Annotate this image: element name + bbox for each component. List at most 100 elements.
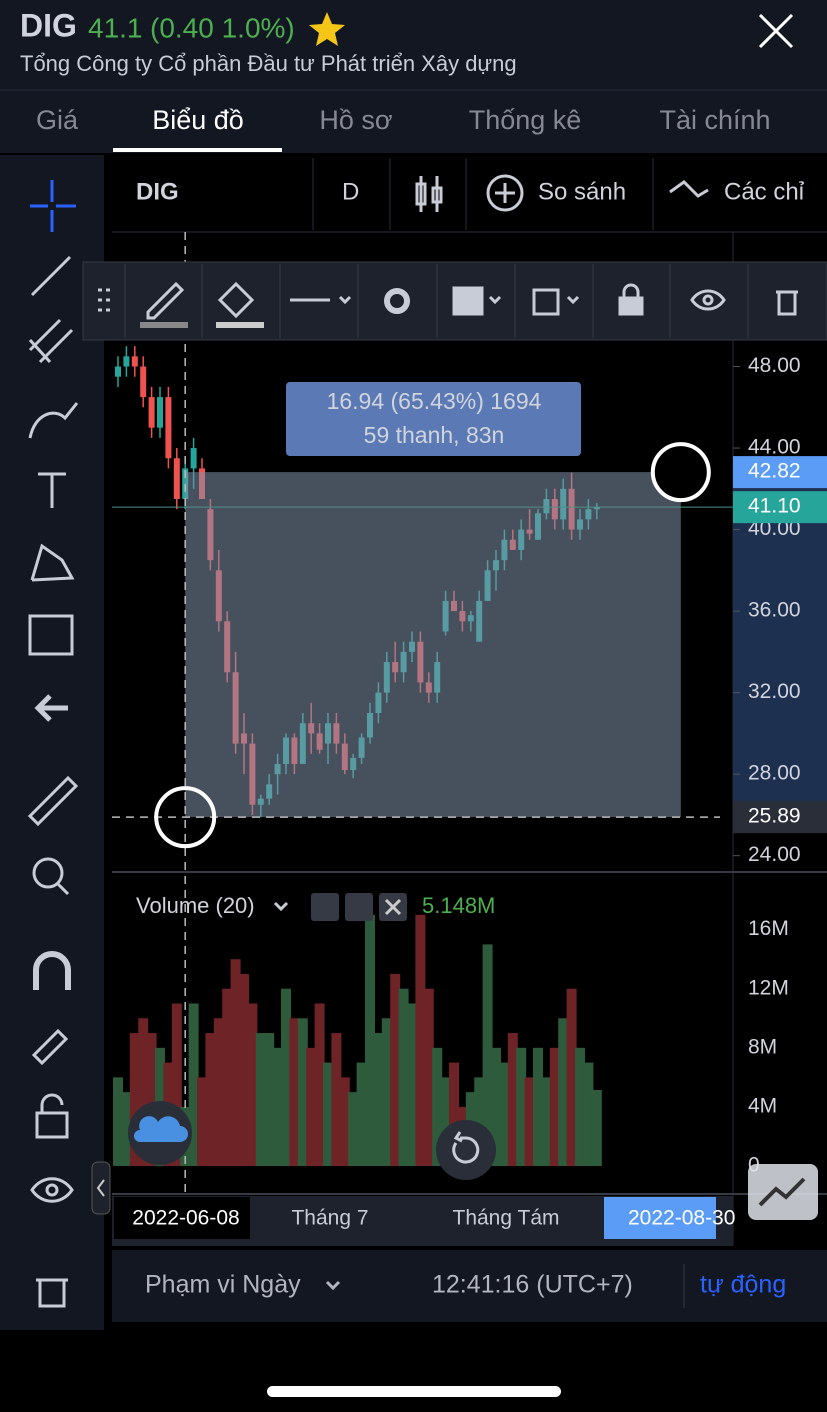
volume-bar bbox=[247, 1003, 258, 1166]
hide[interactable] bbox=[690, 289, 726, 311]
volume-bar bbox=[398, 988, 409, 1166]
fib-tool[interactable] bbox=[28, 318, 74, 364]
measure-tool[interactable] bbox=[28, 614, 74, 656]
tab[interactable]: Biểu đồ bbox=[152, 105, 244, 135]
chart-type[interactable] bbox=[415, 176, 443, 212]
volume-title[interactable]: Volume (20) bbox=[136, 893, 255, 918]
brush-tool[interactable] bbox=[28, 402, 79, 439]
handle[interactable] bbox=[650, 442, 711, 503]
vol-settings[interactable] bbox=[345, 893, 373, 921]
price-badge bbox=[733, 456, 827, 489]
volume-bar bbox=[558, 1018, 569, 1166]
volume-bar bbox=[171, 1003, 182, 1166]
tab[interactable]: Thống kê bbox=[469, 105, 582, 135]
candle-body bbox=[190, 448, 197, 469]
volume-bar bbox=[566, 988, 577, 1166]
pattern-tool[interactable] bbox=[30, 543, 75, 582]
volume-bar bbox=[440, 1077, 451, 1166]
volume-value: 5.148M bbox=[422, 893, 495, 918]
text-tool[interactable] bbox=[38, 472, 66, 508]
x-tick-label: Tháng 7 bbox=[291, 1207, 368, 1230]
tool-icons bbox=[27, 180, 79, 1308]
clone[interactable] bbox=[532, 288, 560, 316]
volume-bar bbox=[113, 1077, 123, 1166]
drag[interactable] bbox=[98, 288, 110, 312]
indicators-icon[interactable] bbox=[669, 180, 709, 198]
measure-line1: 16.94 (65.43%) 1694 bbox=[327, 388, 542, 414]
trash[interactable] bbox=[36, 1278, 68, 1308]
volume-bar bbox=[575, 1047, 585, 1166]
pencil[interactable] bbox=[146, 281, 185, 320]
price-badge-label: 25.89 bbox=[748, 805, 801, 828]
volume-bar bbox=[533, 1047, 543, 1166]
close[interactable] bbox=[758, 13, 794, 49]
lock[interactable] bbox=[618, 296, 644, 316]
candle-body bbox=[173, 458, 180, 500]
volume-bar bbox=[482, 944, 493, 1166]
volume-bar bbox=[239, 973, 249, 1166]
volume-bar bbox=[297, 1018, 308, 1166]
volume-bar bbox=[524, 1077, 535, 1166]
collapse[interactable] bbox=[91, 1161, 111, 1215]
x bbox=[384, 898, 402, 916]
volume-bar bbox=[121, 1092, 132, 1166]
bg[interactable] bbox=[452, 286, 484, 316]
tab[interactable]: Hồ sơ bbox=[319, 105, 392, 135]
volume-bar bbox=[331, 1033, 342, 1166]
measure-box bbox=[185, 472, 681, 818]
volume-bar bbox=[415, 914, 426, 1166]
interval[interactable]: D bbox=[342, 178, 359, 205]
clock: 12:41:16 (UTC+7) bbox=[432, 1271, 633, 1299]
settings[interactable] bbox=[384, 288, 410, 314]
ruler[interactable] bbox=[27, 775, 79, 827]
vol-eye[interactable] bbox=[311, 893, 339, 921]
fill[interactable] bbox=[217, 281, 255, 319]
line-tool[interactable] bbox=[30, 255, 72, 297]
volume-bar bbox=[264, 1033, 275, 1166]
delete[interactable] bbox=[776, 290, 798, 316]
unlock[interactable] bbox=[35, 1111, 69, 1139]
reset-button[interactable] bbox=[436, 1120, 496, 1180]
magnet[interactable] bbox=[33, 951, 71, 990]
y-tick-label: 24.00 bbox=[748, 843, 801, 866]
tab[interactable]: Giá bbox=[36, 105, 79, 135]
volume-bar bbox=[583, 1062, 594, 1166]
y-tick-label: 36.00 bbox=[748, 599, 801, 622]
axis-range bbox=[733, 472, 827, 816]
time-label-bg bbox=[604, 1197, 716, 1239]
price: 41.1 bbox=[88, 12, 143, 43]
volume-menu[interactable] bbox=[273, 901, 289, 912]
range[interactable]: Phạm vi Ngày bbox=[145, 1271, 301, 1299]
zoom[interactable] bbox=[32, 857, 64, 889]
tab[interactable]: Tài chính bbox=[659, 105, 770, 135]
volume-bar bbox=[306, 1047, 317, 1166]
volume-bar bbox=[423, 988, 434, 1166]
crosshair-tool[interactable] bbox=[30, 180, 76, 232]
compare-icon[interactable] bbox=[486, 174, 524, 212]
star[interactable] bbox=[309, 12, 345, 46]
volume-bar bbox=[323, 1062, 333, 1166]
price-badge-label: 41.10 bbox=[748, 495, 801, 518]
eye[interactable] bbox=[30, 1177, 74, 1203]
volume-tick-label: 8M bbox=[748, 1035, 777, 1058]
volume-bar bbox=[230, 959, 241, 1166]
time-label-bg bbox=[114, 1197, 250, 1239]
y-tick-label: 28.00 bbox=[748, 762, 801, 785]
volume-bar bbox=[289, 1018, 300, 1166]
line-style[interactable] bbox=[290, 295, 352, 305]
handle[interactable] bbox=[154, 786, 217, 849]
chart-symbol[interactable]: DIG bbox=[136, 178, 179, 205]
lock-draw[interactable] bbox=[31, 1028, 69, 1066]
volume-bar bbox=[499, 1062, 510, 1166]
symbol: DIG bbox=[20, 7, 77, 43]
volume-bar bbox=[281, 988, 291, 1166]
volume-tick-label: 16M bbox=[748, 917, 789, 940]
chart-style-button[interactable] bbox=[748, 1164, 818, 1220]
auto[interactable]: tự động bbox=[700, 1271, 786, 1299]
company: Tổng Công ty Cổ phần Đầu tư Phát triển X… bbox=[20, 51, 517, 76]
back[interactable] bbox=[34, 694, 68, 722]
indicators[interactable]: Các chỉ bbox=[724, 178, 805, 205]
compare[interactable]: So sánh bbox=[538, 178, 626, 205]
cloud bbox=[134, 1116, 188, 1142]
